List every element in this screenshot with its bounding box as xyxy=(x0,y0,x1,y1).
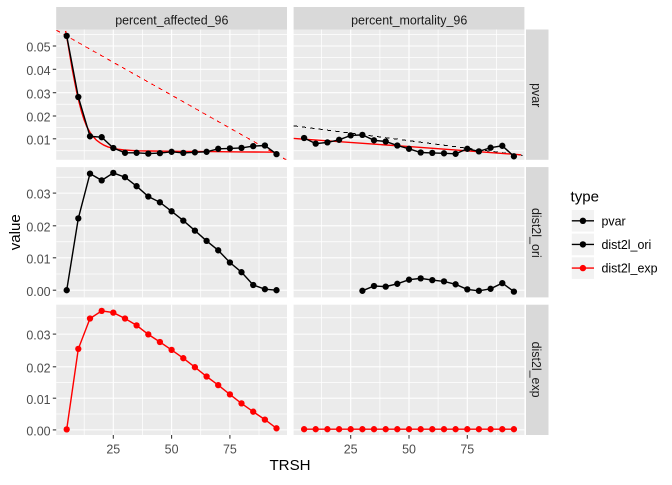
svg-text:0.05: 0.05 xyxy=(26,41,50,55)
svg-text:0.01: 0.01 xyxy=(26,133,50,147)
svg-text:0.02: 0.02 xyxy=(26,111,50,125)
svg-text:percent_mortality_96: percent_mortality_96 xyxy=(351,14,467,28)
svg-text:dist2l_ori: dist2l_ori xyxy=(602,238,652,252)
svg-text:value: value xyxy=(7,214,24,250)
svg-text:0.01: 0.01 xyxy=(26,252,50,266)
svg-text:50: 50 xyxy=(165,443,179,457)
svg-text:25: 25 xyxy=(106,443,120,457)
svg-text:0.03: 0.03 xyxy=(26,87,50,101)
svg-text:75: 75 xyxy=(223,443,237,457)
svg-text:TRSH: TRSH xyxy=(269,457,310,474)
svg-text:75: 75 xyxy=(460,443,474,457)
svg-text:0.02: 0.02 xyxy=(26,220,50,234)
svg-text:25: 25 xyxy=(344,443,358,457)
svg-text:dist2l_ori: dist2l_ori xyxy=(529,208,543,258)
svg-text:50: 50 xyxy=(402,443,416,457)
svg-text:0.04: 0.04 xyxy=(26,64,50,78)
svg-text:0.02: 0.02 xyxy=(26,361,50,375)
svg-text:dist2l_exp: dist2l_exp xyxy=(602,262,658,276)
svg-text:0.03: 0.03 xyxy=(26,329,50,343)
svg-text:0.00: 0.00 xyxy=(26,285,50,299)
svg-text:0.03: 0.03 xyxy=(26,188,50,202)
svg-text:dist2l_exp: dist2l_exp xyxy=(529,342,543,398)
svg-text:pvar: pvar xyxy=(602,214,626,228)
svg-text:pvar: pvar xyxy=(529,83,543,107)
svg-text:0.00: 0.00 xyxy=(26,425,50,439)
svg-text:type: type xyxy=(571,189,600,206)
svg-text:percent_affected_96: percent_affected_96 xyxy=(115,14,228,28)
svg-text:0.01: 0.01 xyxy=(26,393,50,407)
